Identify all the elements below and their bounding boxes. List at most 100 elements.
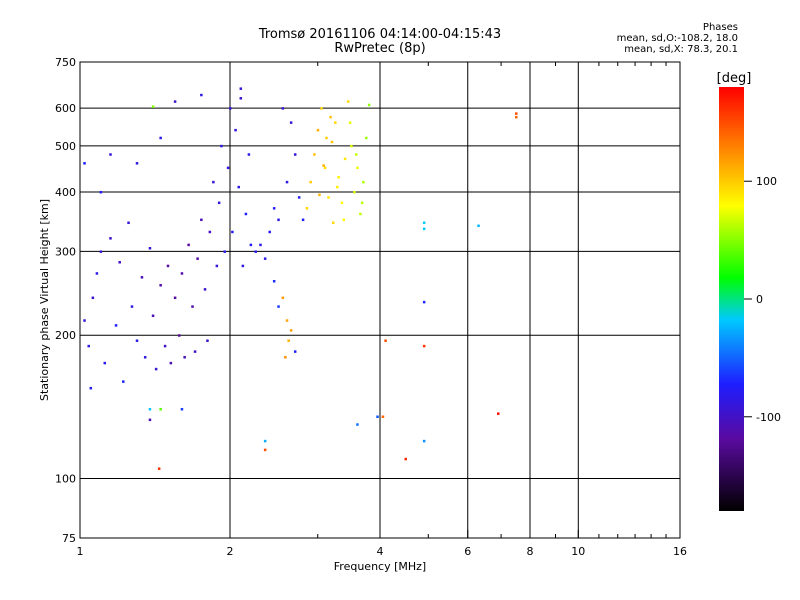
o-mode-point — [237, 185, 240, 189]
x-mode-point — [284, 356, 287, 359]
colorbar — [719, 87, 744, 511]
x-mode-point — [313, 153, 316, 156]
x-mode-point — [348, 121, 352, 124]
o-mode-point — [249, 243, 253, 247]
x-mode-point — [376, 415, 379, 418]
o-mode-point — [193, 350, 197, 353]
o-mode-point — [281, 107, 285, 110]
o-mode-point — [118, 261, 121, 264]
o-mode-point — [95, 272, 99, 275]
x-mode-point — [289, 329, 293, 332]
x-mode-point — [422, 344, 426, 348]
o-mode-point — [301, 218, 305, 222]
x-mode-point — [422, 227, 426, 231]
x-mode-point — [148, 407, 152, 411]
x-mode-point — [354, 153, 358, 156]
o-mode-point — [203, 288, 207, 291]
o-mode-point — [229, 107, 232, 110]
o-mode-point — [173, 296, 177, 300]
o-mode-point — [285, 180, 289, 184]
o-mode-point — [89, 386, 93, 390]
o-mode-point — [173, 100, 177, 103]
x-mode-point — [342, 218, 346, 222]
x-mode-point — [496, 412, 500, 415]
x-mode-point — [332, 221, 335, 225]
x-mode-point — [422, 221, 426, 225]
o-mode-point — [103, 361, 107, 365]
colorbar-tick-label: -100 — [756, 411, 781, 424]
colorbar-ticks: 100 0 -100 — [744, 175, 781, 424]
o-mode-point — [159, 284, 162, 287]
data-points — [83, 87, 518, 470]
x-mode-point — [320, 107, 323, 110]
o-mode-point — [127, 221, 130, 225]
o-mode-point — [183, 356, 186, 359]
o-mode-point — [200, 93, 203, 97]
o-mode-point — [148, 247, 152, 250]
o-mode-point — [244, 212, 248, 216]
x-mode-point — [323, 166, 327, 170]
x-mode-point — [151, 105, 155, 108]
x-mode-point — [422, 300, 426, 304]
x-mode-point — [157, 467, 161, 470]
y-tick-label: 200 — [55, 329, 76, 342]
o-mode-point — [180, 272, 184, 275]
y-tick-label: 750 — [55, 56, 76, 69]
o-mode-point — [254, 250, 257, 253]
o-mode-point — [143, 356, 147, 359]
x-mode-point — [356, 423, 359, 426]
o-mode-point — [277, 218, 280, 222]
x-mode-point — [381, 415, 385, 418]
x-mode-point — [343, 157, 347, 161]
colorbar-tick-label: 100 — [756, 175, 777, 188]
x-tick-label: 16 — [673, 545, 687, 558]
x-mode-point — [350, 144, 353, 148]
x-mode-point — [404, 457, 407, 461]
colorbar-label: [deg] — [717, 71, 752, 86]
o-mode-point — [208, 230, 212, 234]
x-mode-point — [515, 115, 518, 119]
o-mode-point — [196, 257, 199, 260]
o-mode-point — [87, 344, 90, 348]
x-mode-point — [337, 175, 340, 179]
x-mode-point — [281, 296, 285, 300]
y-tick-label: 600 — [55, 102, 76, 115]
o-mode-point — [83, 162, 86, 165]
x-tick-label: 4 — [377, 545, 384, 558]
o-mode-point — [91, 296, 95, 300]
phases-header: Phases — [702, 22, 738, 33]
o-mode-point — [135, 162, 139, 165]
y-axis-label: Stationary phase Virtual Height [km] — [38, 199, 51, 401]
o-mode-point — [263, 257, 267, 260]
x-mode-point — [309, 180, 312, 184]
o-mode-point — [234, 128, 237, 132]
o-mode-point — [247, 153, 251, 156]
phases-mean-o: mean, sd,O:-108.2, 18.0 — [616, 33, 738, 44]
x-tick-label: 8 — [527, 545, 534, 558]
x-mode-point — [287, 339, 290, 342]
o-mode-point — [109, 153, 112, 156]
x-mode-point — [422, 439, 426, 443]
o-mode-point — [239, 97, 243, 100]
o-mode-point — [259, 243, 262, 247]
o-mode-point — [99, 250, 103, 253]
y-tick-label: 100 — [55, 473, 76, 486]
o-mode-point — [293, 153, 297, 156]
o-mode-point — [206, 339, 209, 342]
y-tick-label: 75 — [62, 532, 76, 545]
x-mode-point — [159, 407, 162, 411]
o-mode-point — [122, 380, 125, 383]
x-mode-point — [322, 164, 325, 167]
x-mode-point — [384, 339, 387, 342]
x-mode-point — [305, 207, 309, 210]
x-mode-point — [239, 87, 243, 90]
o-mode-point — [241, 264, 245, 268]
x-mode-point — [318, 193, 321, 197]
x-tick-label: 10 — [571, 545, 585, 558]
x-tick-label: 1 — [77, 545, 84, 558]
axis-ticks: 1 2 4 6 8 10 16 75 100 200 300 400 500 600 750 — [55, 56, 687, 558]
o-mode-point — [289, 121, 293, 124]
y-tick-label: 500 — [55, 140, 76, 153]
x-mode-point — [515, 112, 518, 115]
